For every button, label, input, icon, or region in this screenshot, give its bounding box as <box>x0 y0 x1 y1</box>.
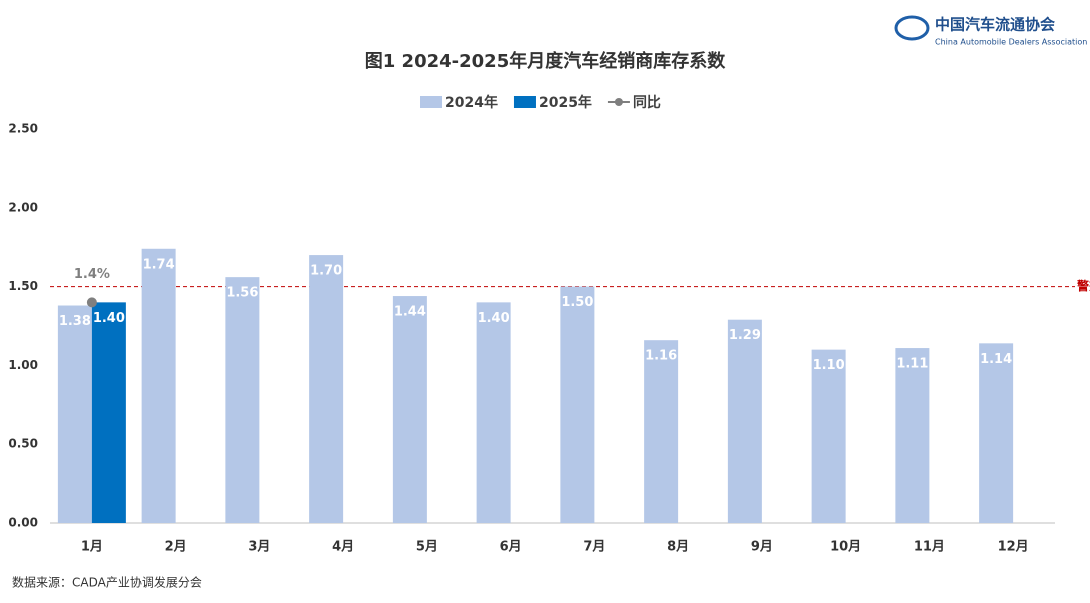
logo-subtext: China Automobile Dealers Association <box>935 38 1087 47</box>
x-tick-label: 5月 <box>416 540 438 555</box>
x-tick-label: 4月 <box>332 540 354 555</box>
data-label: 1.11 <box>896 357 928 372</box>
threshold-label: 警戒线 <box>1076 278 1090 293</box>
x-tick-label: 10月 <box>830 540 861 555</box>
bar <box>979 343 1014 523</box>
y-tick-label: 2.50 <box>8 122 38 136</box>
bar <box>225 277 260 523</box>
bar <box>309 255 344 523</box>
data-label: 1.56 <box>226 286 258 301</box>
x-tick-label: 2月 <box>165 540 187 555</box>
bar <box>57 305 92 523</box>
x-tick-label: 3月 <box>248 540 270 555</box>
y-tick-label: 1.00 <box>8 358 38 372</box>
legend-marker <box>614 98 623 106</box>
logo-text: 中国汽车流通协会 <box>935 16 1055 34</box>
data-label: 1.38 <box>59 314 91 329</box>
data-label: 1.74 <box>143 257 175 272</box>
data-label: 1.14 <box>980 352 1012 367</box>
chart-title: 图1 2024-2025年月度汽车经销商库存系数 <box>365 50 726 72</box>
x-tick-label: 11月 <box>914 540 945 555</box>
bar <box>560 286 595 523</box>
bar <box>476 302 511 523</box>
data-label: 1.44 <box>394 305 426 320</box>
data-label: 1.29 <box>729 328 761 343</box>
bar <box>727 319 762 523</box>
x-tick-label: 9月 <box>751 540 773 555</box>
y-tick-label: 0.50 <box>8 437 38 451</box>
y-tick-label: 1.50 <box>8 279 38 293</box>
bar <box>644 340 679 523</box>
logo: 中国汽车流通协会 China Automobile Dealers Associ… <box>894 15 1087 47</box>
logo-mark <box>894 15 930 41</box>
x-tick-label: 1月 <box>81 540 103 555</box>
data-label: 1.16 <box>645 349 677 364</box>
bar <box>91 302 126 523</box>
x-tick-label: 6月 <box>500 540 522 555</box>
legend-label: 2025年 <box>539 94 592 111</box>
data-label: 1.40 <box>478 311 510 326</box>
x-tick-label: 8月 <box>667 540 689 555</box>
data-label: 1.70 <box>310 264 342 279</box>
legend-swatch <box>513 96 536 108</box>
x-tick-label: 7月 <box>583 540 605 555</box>
bar <box>141 248 176 523</box>
bar <box>895 348 930 523</box>
source-note: 数据来源：CADA产业协调发展分会 <box>12 575 202 590</box>
y-tick-label: 2.00 <box>8 200 38 214</box>
bar <box>392 296 427 523</box>
legend-label: 同比 <box>633 94 661 111</box>
x-tick-label: 12月 <box>998 540 1029 555</box>
data-label: 1.50 <box>561 295 593 310</box>
line-point <box>86 297 97 308</box>
data-label: 1.4% <box>74 267 110 282</box>
legend-swatch <box>420 96 442 108</box>
bar <box>811 349 846 523</box>
legend-label: 2024年 <box>445 94 498 111</box>
data-label: 1.10 <box>813 358 845 373</box>
data-label: 1.40 <box>93 311 125 326</box>
y-tick-label: 0.00 <box>8 516 38 530</box>
